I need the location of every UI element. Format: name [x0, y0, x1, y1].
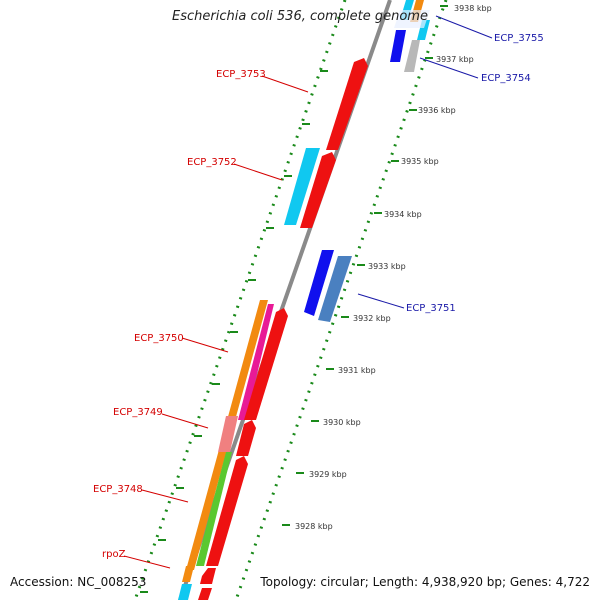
gene-label-ecp-3749: ECP_3749 — [113, 407, 163, 418]
feature-bottom-red — [198, 588, 212, 600]
gene-label-ecp-3748: ECP_3748 — [93, 484, 143, 495]
kbp-label-3933: 3933 kbp — [368, 262, 406, 271]
gene-label-ecp-3755: ECP_3755 — [494, 33, 544, 44]
accession-label: Accession: NC_008253 — [10, 575, 147, 589]
feature-ecp-3750-red — [244, 308, 288, 420]
feature-magenta — [238, 304, 274, 420]
kbp-label-3929: 3929 kbp — [309, 470, 347, 479]
topology-label: Topology: circular; Length: 4,938,920 bp… — [260, 575, 590, 589]
gene-label-rpoz: rpoZ — [102, 549, 126, 560]
feature-ecp-3751-blue — [304, 250, 334, 316]
feature-rpoz-red — [200, 568, 216, 584]
feature-ecp-3752-red — [300, 152, 336, 228]
inner-ticks — [282, 5, 448, 526]
kbp-label-3937: 3937 kbp — [436, 55, 474, 64]
feature-ecp-3753 — [326, 58, 368, 150]
gene-label-ecp-3754: ECP_3754 — [481, 73, 531, 84]
kbp-label-3928: 3928 kbp — [295, 522, 333, 531]
feature-bottom-cyan — [178, 584, 192, 600]
feature-rpoz-orange — [182, 566, 194, 582]
gene-label-ecp-3753: ECP_3753 — [216, 69, 266, 80]
feature-cluster-top — [390, 0, 430, 72]
feature-ecp-3751-steel — [318, 256, 352, 322]
kbp-label-3931: 3931 kbp — [338, 366, 376, 375]
kbp-label-3930: 3930 kbp — [323, 418, 361, 427]
feature-ecp-3752-cyan — [284, 148, 320, 225]
gene-label-ecp-3752: ECP_3752 — [187, 157, 237, 168]
kbp-label-3932: 3932 kbp — [353, 314, 391, 323]
genome-title: Escherichia coli 536, complete genome — [172, 9, 428, 24]
kbp-label-3936: 3936 kbp — [418, 106, 456, 115]
gene-label-ecp-3751: ECP_3751 — [406, 303, 456, 314]
kbp-label-3938: 3938 kbp — [454, 4, 492, 13]
outer-ticks — [140, 70, 328, 593]
right-leader-lines — [357, 15, 493, 309]
left-leader-lines — [123, 75, 309, 569]
feature-pink — [218, 416, 238, 452]
feature-ecp-3749-red — [236, 420, 256, 456]
kbp-label-3934: 3934 kbp — [384, 210, 422, 219]
feature-green — [196, 452, 232, 566]
feature-ecp-3748-red — [206, 456, 248, 566]
kbp-label-3935: 3935 kbp — [401, 157, 439, 166]
gene-label-ecp-3750: ECP_3750 — [134, 333, 184, 344]
